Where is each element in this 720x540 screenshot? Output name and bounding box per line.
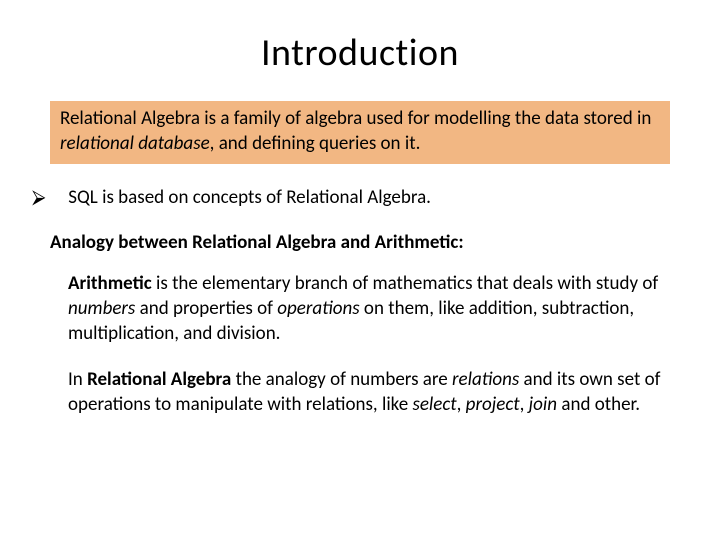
p2-it4: join xyxy=(529,393,557,416)
arithmetic-paragraph: Arithmetic is the elementary branch of m… xyxy=(68,272,670,346)
p1-it2: operations xyxy=(277,297,359,320)
p2-it1: relations xyxy=(452,368,519,391)
p1-it1: numbers xyxy=(68,297,135,320)
p2-t2: the analogy of numbers are xyxy=(231,368,452,391)
p2-t4: , xyxy=(457,393,466,416)
p2-t5: , xyxy=(520,393,529,416)
definition-box: Relational Algebra is a family of algebr… xyxy=(50,101,670,164)
p2-bold1: Relational Algebra xyxy=(87,368,231,391)
definition-italic: relational database xyxy=(60,132,210,155)
bullet-item: ⮚ SQL is based on concepts of Relational… xyxy=(50,186,670,209)
definition-pre: Relational Algebra is a family of algebr… xyxy=(60,107,651,130)
p1-t1: is the elementary branch of mathematics … xyxy=(152,272,659,295)
slide: Introduction Relational Algebra is a fam… xyxy=(0,0,720,540)
relational-paragraph: In Relational Algebra the analogy of num… xyxy=(68,368,670,417)
p2-t6: and other. xyxy=(557,393,640,416)
bullet-icon: ⮚ xyxy=(50,187,64,209)
p2-it2: select xyxy=(412,393,456,416)
p1-t2: and properties of xyxy=(135,297,277,320)
p2-t1: In xyxy=(68,368,87,391)
analogy-heading: Analogy between Relational Algebra and A… xyxy=(50,231,670,254)
slide-title: Introduction xyxy=(50,30,670,76)
definition-post: , and defining queries on it. xyxy=(210,132,421,155)
bullet-text: SQL is based on concepts of Relational A… xyxy=(68,186,431,209)
p2-it3: project xyxy=(466,393,520,416)
p1-bold1: Arithmetic xyxy=(68,272,152,295)
